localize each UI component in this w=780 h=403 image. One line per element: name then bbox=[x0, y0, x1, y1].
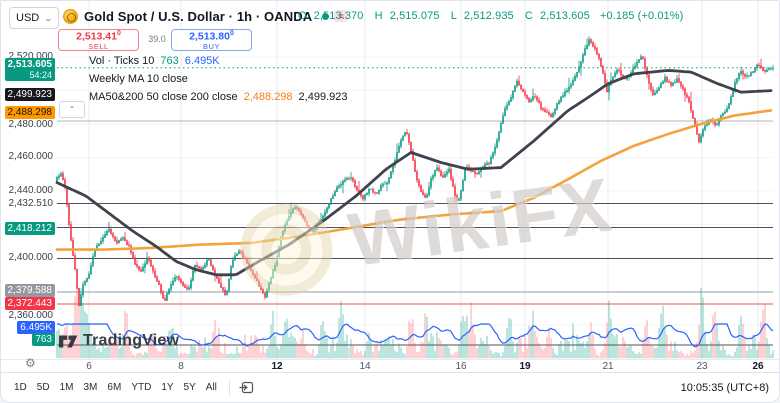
indicator-legend: Vol · Ticks 10 763 6.495K Weekly MA 10 clos… bbox=[89, 52, 347, 106]
legend-name: MA50&200 50 close 200 close bbox=[89, 91, 238, 103]
range-button-5y[interactable]: 5Y bbox=[183, 382, 196, 393]
legend-value: 2,499.923 bbox=[298, 91, 348, 103]
tradingview-wordmark: TradingView bbox=[83, 332, 180, 349]
date-label: 23 bbox=[696, 361, 708, 372]
range-button-1m[interactable]: 1M bbox=[59, 382, 74, 393]
footer-divider bbox=[228, 379, 230, 396]
chevron-down-icon: ⌄ bbox=[43, 13, 54, 23]
goto-date-button[interactable] bbox=[239, 381, 254, 394]
legend-collapse-button[interactable]: ⌃ bbox=[59, 101, 85, 118]
range-button-1y[interactable]: 1Y bbox=[161, 382, 174, 393]
legend-row-1[interactable]: Weekly MA 10 close bbox=[89, 70, 347, 88]
range-button-5d[interactable]: 5D bbox=[36, 382, 50, 393]
price-badge: 2,372.443 bbox=[4, 296, 55, 310]
price-badge: 6.495K bbox=[17, 320, 55, 334]
price-axis[interactable]: 2,520.000 2,513.605 54:24 2,499.923 2,488.29… bbox=[1, 1, 57, 359]
price-tick-label: 2,432.510 bbox=[8, 198, 54, 209]
legend-name: Vol · Ticks 10 bbox=[89, 55, 155, 67]
legend-value: 2,488.298 bbox=[243, 91, 293, 103]
ma50-line bbox=[55, 69, 773, 277]
range-button-6m[interactable]: 6M bbox=[107, 382, 122, 393]
volume-bars-up bbox=[56, 288, 774, 358]
date-label: 19 bbox=[519, 361, 531, 372]
currency-select[interactable]: USD ⌄ bbox=[9, 7, 59, 29]
range-button-3m[interactable]: 3M bbox=[83, 382, 98, 393]
ma200-line bbox=[55, 109, 773, 251]
currency-select-value: USD bbox=[16, 12, 40, 24]
volume-ma-line bbox=[57, 323, 774, 348]
price-tick-label: 2,520.000 bbox=[8, 51, 54, 62]
price-tick-label: 2,360.000 bbox=[8, 310, 54, 321]
market-open-dot-icon bbox=[322, 12, 330, 20]
legend-value: 763 bbox=[160, 55, 179, 67]
tradingview-mark-icon bbox=[59, 335, 78, 348]
price-tick-label: 2,480.000 bbox=[8, 119, 54, 130]
calendar-arrow-icon bbox=[239, 381, 254, 394]
legend-row-0[interactable]: Vol · Ticks 10 763 6.495K bbox=[89, 52, 347, 70]
low-value: 2,512.935 bbox=[463, 10, 514, 22]
last-price-badge: 2,513.605 54:24 bbox=[4, 58, 55, 81]
buy-label: BUY bbox=[203, 41, 220, 51]
date-label: 16 bbox=[455, 361, 467, 372]
date-label: 26 bbox=[752, 361, 764, 372]
price-chart-canvas[interactable] bbox=[1, 1, 779, 372]
symbol-title[interactable]: Gold Spot / U.S. Dollar · 1h · OANDA bbox=[84, 8, 313, 24]
date-label: 8 bbox=[178, 361, 184, 372]
buy-button[interactable]: 2,513.800 BUY bbox=[171, 29, 252, 51]
gold-symbol-icon bbox=[63, 8, 78, 24]
price-badge: 763 bbox=[32, 332, 55, 346]
ohlc-row: O 2,513.370 H 2,515.075 L 2,512.935 C 2,513.… bbox=[298, 10, 684, 22]
delayed-data-icon[interactable]: ≈ bbox=[334, 10, 349, 22]
tradingview-logo[interactable]: TradingView bbox=[59, 332, 179, 350]
legend-value: 6.495K bbox=[184, 55, 220, 67]
price-tick-label: 2,460.000 bbox=[8, 151, 54, 162]
price-badge: 2,379.588 bbox=[4, 283, 55, 297]
spread-value: 39.0 bbox=[148, 34, 166, 44]
range-button-ytd[interactable]: YTD bbox=[131, 382, 152, 393]
price-tick-label: 2,440.000 bbox=[8, 185, 54, 196]
sell-button[interactable]: 2,513.410 SELL bbox=[58, 29, 139, 51]
clock-display: 10:05:35 (UTC+8) bbox=[680, 381, 769, 394]
date-label: 14 bbox=[359, 361, 371, 372]
legend-name: Weekly MA 10 close bbox=[89, 73, 188, 85]
price-badge: 2,488.298 bbox=[4, 105, 55, 119]
footer-toolbar: 1D 5D 1M 3M 6M YTD 1Y 5Y All 10:05:35 (UTC+8) bbox=[1, 372, 779, 402]
legend-row-2[interactable]: MA50&200 50 close 200 close 2,488.298 2,49… bbox=[89, 88, 347, 106]
date-label: 12 bbox=[271, 361, 283, 372]
gear-icon[interactable]: ⚙ bbox=[25, 356, 36, 370]
price-badge: 2,418.212 bbox=[4, 221, 55, 235]
range-button-all[interactable]: All bbox=[205, 382, 217, 393]
chevron-up-icon: ⌃ bbox=[68, 105, 76, 114]
open-value: 2,513.370 bbox=[313, 10, 364, 22]
date-label: 21 bbox=[602, 361, 614, 372]
high-value: 2,515.075 bbox=[389, 10, 440, 22]
range-button-1d[interactable]: 1D bbox=[14, 382, 27, 393]
price-badge: 2,499.923 bbox=[4, 87, 55, 101]
change-value: +0.185 (+0.01%) bbox=[599, 10, 684, 22]
date-label: 6 bbox=[86, 361, 92, 372]
time-axis[interactable]: 6 8 12 14 16 19 21 23 26 bbox=[1, 359, 779, 373]
price-tick-label: 2,400.000 bbox=[8, 252, 54, 263]
sell-label: SELL bbox=[88, 41, 109, 51]
close-value: 2,513.605 bbox=[539, 10, 590, 22]
